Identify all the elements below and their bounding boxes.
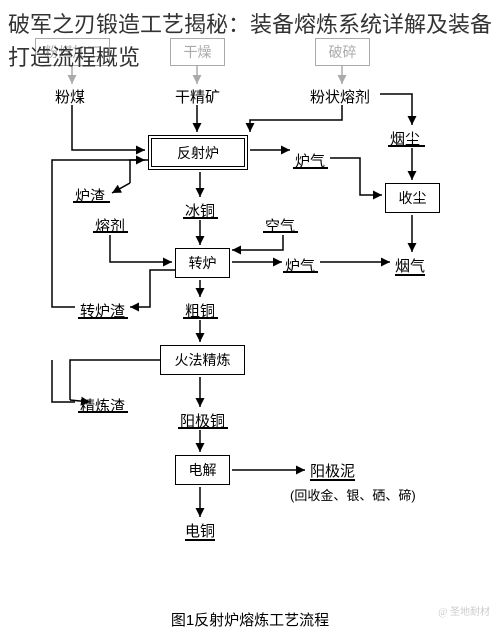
node-dianjie: 电解 — [175, 455, 230, 485]
node-zhuanlou: 转炉 — [175, 248, 230, 278]
label-jlz: 精炼渣 — [80, 395, 125, 416]
label-cutong: 粗铜 — [185, 300, 215, 321]
watermark: @ 圣地耐材 — [438, 603, 490, 618]
label-fenrongji: 粉状熔剂 — [310, 86, 370, 107]
label-diantong: 电铜 — [185, 520, 215, 541]
label-yanqi: 烟气 — [395, 255, 425, 276]
label-luzha: 炉渣 — [75, 185, 105, 206]
label-yjt: 阳极铜 — [180, 410, 225, 431]
label-zlz: 转炉渣 — [80, 300, 125, 321]
note-recover: (回收金、银、硒、碲) — [290, 485, 416, 504]
label-luqi2: 炉气 — [285, 255, 315, 276]
label-yanchen: 烟尘 — [390, 128, 420, 149]
label-fenmei: 粉煤 — [55, 86, 85, 107]
node-shouchen: 收尘 — [385, 183, 440, 213]
node-fanshelou: 反射炉 — [148, 135, 248, 170]
label-kongqi: 空气 — [265, 215, 295, 236]
flowchart: 粉煤加工 干燥 破碎 粉煤 干精矿 粉状熔剂 烟尘 反射炉 炉气 炉渣 收尘 熔… — [0, 0, 500, 638]
label-ganjingkuang: 干精矿 — [175, 86, 220, 107]
label-bingtong: 冰铜 — [185, 200, 215, 221]
label-rongji: 熔剂 — [95, 215, 125, 236]
label-luqi1: 炉气 — [295, 150, 325, 171]
overlay-title: 破军之刃锻造工艺揭秘：装备熔炼系统详解及装备打造流程概览 — [8, 8, 500, 74]
figure-caption: 图1反射炉熔炼工艺流程 — [0, 609, 500, 630]
node-huofajinglian: 火法精炼 — [160, 345, 245, 375]
label-yjn: 阳极泥 — [310, 460, 355, 481]
